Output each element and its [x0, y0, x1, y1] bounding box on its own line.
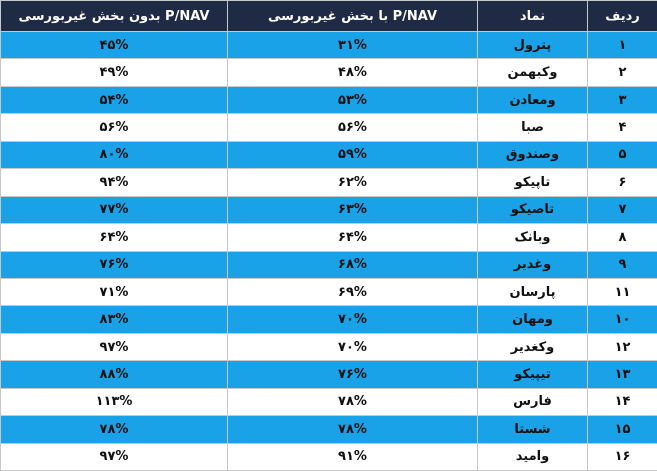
table-cell: تیپیکو	[477, 360, 588, 389]
table-cell: ۷	[587, 195, 657, 225]
table-row: ۱۲ وکغدیر ۷۰% ۹۷%	[0, 332, 657, 362]
table-cell: پترول	[477, 30, 588, 60]
table-row: ۱۵ شستا ۷۸% ۷۸%	[0, 415, 657, 444]
table-cell: تاپیکو	[477, 168, 588, 197]
table-cell: ۲	[587, 58, 657, 87]
header-cell: P/NAV با بخش غیربورسی	[227, 0, 478, 32]
table-cell: ۷۷%	[0, 195, 228, 225]
table-cell: وغدیر	[477, 250, 588, 279]
table-cell: ۱۴	[587, 387, 657, 417]
table-row: ۴ صبا ۵۶% ۵۶%	[0, 113, 657, 142]
table-cell: ۵۹%	[227, 140, 478, 170]
table-row: ۱۴ فارس ۷۸% ۱۱۳%	[0, 387, 657, 417]
table-cell: ۱۱۳%	[0, 387, 228, 417]
table-cell: ۸۸%	[0, 360, 228, 389]
table-cell: ۷۰%	[227, 332, 478, 362]
table-cell: ۶۳%	[227, 195, 478, 225]
table-row: ۱۳ تیپیکو ۷۶% ۸۸%	[0, 360, 657, 389]
table-cell: ۴۵%	[0, 30, 228, 60]
table-cell: ۶۲%	[227, 168, 478, 197]
table-cell: وکبهمن	[477, 58, 588, 87]
table-cell: ۶۴%	[227, 223, 478, 252]
table-cell: ۷۶%	[0, 250, 228, 279]
header-row: ردیف نماد P/NAV با بخش غیربورسی P/NAV بدون …	[0, 0, 657, 32]
table-cell: تاصیکو	[477, 195, 588, 225]
table-cell: ۵۳%	[227, 85, 478, 115]
table-cell: ۶۸%	[227, 250, 478, 279]
table-cell: ۵۴%	[0, 85, 228, 115]
table-cell: ۱۰	[587, 305, 657, 334]
table-cell: ۷۰%	[227, 305, 478, 334]
table-cell: ۵	[587, 140, 657, 170]
table-cell: ۵۶%	[0, 113, 228, 142]
table-row: ۱۰ ومهان ۷۰% ۸۳%	[0, 305, 657, 334]
table-cell: ۴۸%	[227, 58, 478, 87]
table-row: ۷ تاصیکو ۶۳% ۷۷%	[0, 195, 657, 225]
table-cell: ۳	[587, 85, 657, 115]
table-cell: ۶	[587, 168, 657, 197]
table-cell: ۱۱	[587, 277, 657, 307]
table-row: ۱۶ وامید ۹۱% ۹۷%	[0, 442, 657, 471]
table-body: ۱ پترول ۳۱% ۴۵% ۲ وکبهمن ۴۸% ۴۹% ۳ ومعادن ۵۳% ۵۴% ۴ ص…	[0, 30, 657, 471]
table-cell: ۸	[587, 223, 657, 252]
header-cell: نماد	[477, 0, 588, 32]
table-cell: ۱	[587, 30, 657, 60]
table-cell: ۱۲	[587, 332, 657, 362]
table-cell: وکغدیر	[477, 332, 588, 362]
header-cell: ردیف	[587, 0, 657, 32]
table-cell: فارس	[477, 387, 588, 417]
table-cell: ومعادن	[477, 85, 588, 115]
table-cell: ۶۴%	[0, 223, 228, 252]
table-cell: ۷۸%	[0, 415, 228, 444]
table-cell: ۷۱%	[0, 277, 228, 307]
table-row: ۶ تاپیکو ۶۲% ۹۴%	[0, 168, 657, 197]
table-cell: ۹۷%	[0, 442, 228, 471]
table-row: ۸ وبانک ۶۴% ۶۴%	[0, 223, 657, 252]
table-cell: ۳۱%	[227, 30, 478, 60]
table-cell: شستا	[477, 415, 588, 444]
table-cell: ۸۰%	[0, 140, 228, 170]
table-cell: ۸۳%	[0, 305, 228, 334]
table-cell: ۷۸%	[227, 415, 478, 444]
table-row: ۱۱ پارسان ۶۹% ۷۱%	[0, 277, 657, 307]
table-cell: ۱۵	[587, 415, 657, 444]
table-cell: ۶۹%	[227, 277, 478, 307]
table-cell: ۱۶	[587, 442, 657, 471]
table-cell: ۹۴%	[0, 168, 228, 197]
table-row: ۵ وصندوق ۵۹% ۸۰%	[0, 140, 657, 170]
table-row: ۳ ومعادن ۵۳% ۵۴%	[0, 85, 657, 115]
table-cell: ومهان	[477, 305, 588, 334]
table-cell: وامید	[477, 442, 588, 471]
table-cell: ۹	[587, 250, 657, 279]
table-row: ۲ وکبهمن ۴۸% ۴۹%	[0, 58, 657, 87]
table-cell: ۷۸%	[227, 387, 478, 417]
table-cell: ۷۶%	[227, 360, 478, 389]
table-cell: ۵۶%	[227, 113, 478, 142]
table-cell: وصندوق	[477, 140, 588, 170]
table-cell: پارسان	[477, 277, 588, 307]
table-cell: وبانک	[477, 223, 588, 252]
table-row: ۱ پترول ۳۱% ۴۵%	[0, 30, 657, 60]
table-cell: ۹۷%	[0, 332, 228, 362]
table-cell: ۴۹%	[0, 58, 228, 87]
table-cell: ۴	[587, 113, 657, 142]
table-cell: صبا	[477, 113, 588, 142]
table-cell: ۹۱%	[227, 442, 478, 471]
header-cell: P/NAV بدون بخش غیربورسی	[0, 0, 228, 32]
table-row: ۹ وغدیر ۶۸% ۷۶%	[0, 250, 657, 279]
table-cell: ۱۳	[587, 360, 657, 389]
